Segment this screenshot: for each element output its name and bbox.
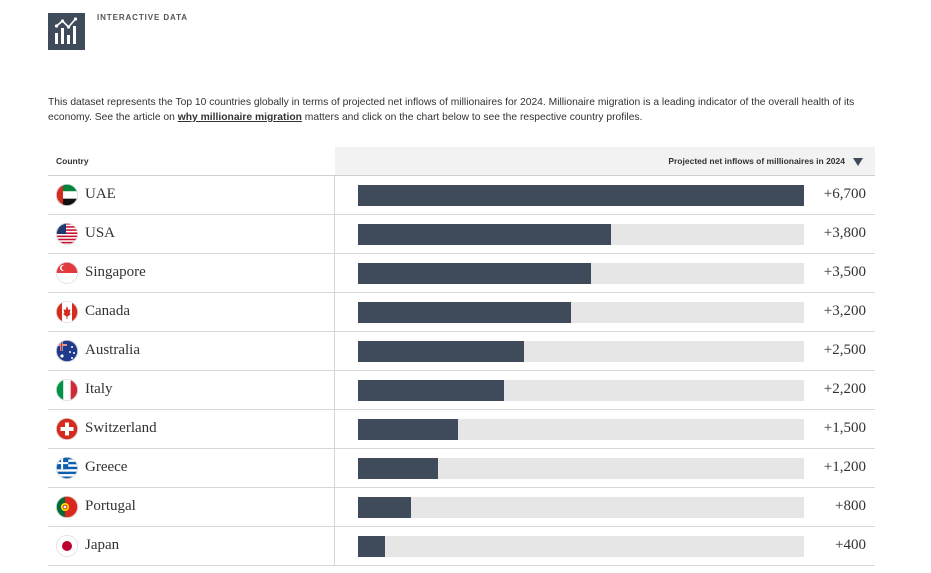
country-name[interactable]: UAE <box>85 186 116 202</box>
table-row[interactable]: Japan +400 <box>48 527 875 566</box>
bar-greece[interactable] <box>358 458 438 479</box>
table-row[interactable]: USA +3,800 <box>48 215 875 254</box>
value-label: +1,500 <box>823 420 866 436</box>
intro-text-before: This dataset represents the Top 10 count… <box>48 97 855 123</box>
bar-track[interactable] <box>358 380 804 401</box>
usa-flag-icon <box>56 223 78 245</box>
table-row[interactable]: Greece +1,200 <box>48 449 875 488</box>
value-column-label[interactable]: Projected net inflows of millionaires in… <box>668 156 845 166</box>
bar-track[interactable] <box>358 302 804 323</box>
greece-flag-icon <box>56 457 78 479</box>
sort-down-icon[interactable] <box>853 158 863 166</box>
value-label: +2,200 <box>823 381 866 397</box>
value-label: +3,200 <box>823 303 866 319</box>
country-column-header: Country <box>56 156 89 166</box>
canada-flag-icon <box>56 301 78 323</box>
bar-italy[interactable] <box>358 380 505 401</box>
value-label: +3,500 <box>823 264 866 280</box>
portugal-flag-icon <box>56 496 78 518</box>
column-divider <box>334 410 335 449</box>
bar-track[interactable] <box>358 419 804 440</box>
column-divider <box>334 488 335 527</box>
bar-portugal[interactable] <box>358 497 412 518</box>
value-label: +6,700 <box>823 186 866 202</box>
bar-track[interactable] <box>358 224 804 245</box>
country-name[interactable]: Switzerland <box>85 420 157 436</box>
country-name[interactable]: Canada <box>85 303 130 319</box>
column-divider <box>334 293 335 332</box>
australia-flag-icon <box>56 340 78 362</box>
uae-flag-icon <box>56 184 78 206</box>
table-row[interactable]: Singapore +3,500 <box>48 254 875 293</box>
column-divider <box>334 371 335 410</box>
italy-flag-icon <box>56 379 78 401</box>
value-label: +1,200 <box>823 459 866 475</box>
country-name[interactable]: Australia <box>85 342 140 358</box>
table-row[interactable]: Australia +2,500 <box>48 332 875 371</box>
singapore-flag-icon <box>56 262 78 284</box>
country-name[interactable]: Japan <box>85 537 120 553</box>
bar-track[interactable] <box>358 341 804 362</box>
table-row[interactable]: UAE +6,700 <box>48 176 875 215</box>
column-divider <box>334 332 335 371</box>
value-label: +800 <box>835 498 866 514</box>
bar-australia[interactable] <box>358 341 525 362</box>
section-kicker: INTERACTIVE DATA <box>97 13 188 22</box>
bar-canada[interactable] <box>358 302 571 323</box>
table-row[interactable]: Canada +3,200 <box>48 293 875 332</box>
intro-paragraph: This dataset represents the Top 10 count… <box>48 95 898 125</box>
column-divider <box>334 527 335 566</box>
switzerland-flag-icon <box>56 418 78 440</box>
value-label: +2,500 <box>823 342 866 358</box>
millionaire-inflows-table: Country Projected net inflows of million… <box>48 147 875 566</box>
bar-chart-line-icon <box>54 17 78 44</box>
country-name[interactable]: USA <box>85 225 116 241</box>
table-row[interactable]: Portugal +800 <box>48 488 875 527</box>
intro-text-after: matters and click on the chart below to … <box>301 112 643 123</box>
bar-japan[interactable] <box>358 536 385 557</box>
country-name[interactable]: Portugal <box>85 498 136 514</box>
column-divider <box>334 176 335 215</box>
table-header: Country Projected net inflows of million… <box>48 147 875 176</box>
bar-track[interactable] <box>358 458 804 479</box>
bar-track[interactable] <box>358 497 804 518</box>
column-divider <box>334 449 335 488</box>
bar-track[interactable] <box>358 536 804 557</box>
bar-track[interactable] <box>358 185 804 206</box>
country-name[interactable]: Italy <box>85 381 113 397</box>
japan-flag-icon <box>56 535 78 557</box>
table-row[interactable]: Italy +2,200 <box>48 371 875 410</box>
interactive-data-logo <box>48 13 85 50</box>
bar-switzerland[interactable] <box>358 419 458 440</box>
value-label: +400 <box>835 537 866 553</box>
column-divider <box>334 215 335 254</box>
value-label: +3,800 <box>823 225 866 241</box>
column-divider <box>334 254 335 293</box>
article-link[interactable]: why millionaire migration <box>177 112 302 123</box>
value-column-header[interactable]: Projected net inflows of millionaires in… <box>335 147 875 175</box>
country-name[interactable]: Singapore <box>85 264 146 280</box>
bar-singapore[interactable] <box>358 263 591 284</box>
bar-uae[interactable] <box>358 185 804 206</box>
bar-track[interactable] <box>358 263 804 284</box>
table-row[interactable]: Switzerland +1,500 <box>48 410 875 449</box>
bar-usa[interactable] <box>358 224 611 245</box>
country-name[interactable]: Greece <box>85 459 128 475</box>
